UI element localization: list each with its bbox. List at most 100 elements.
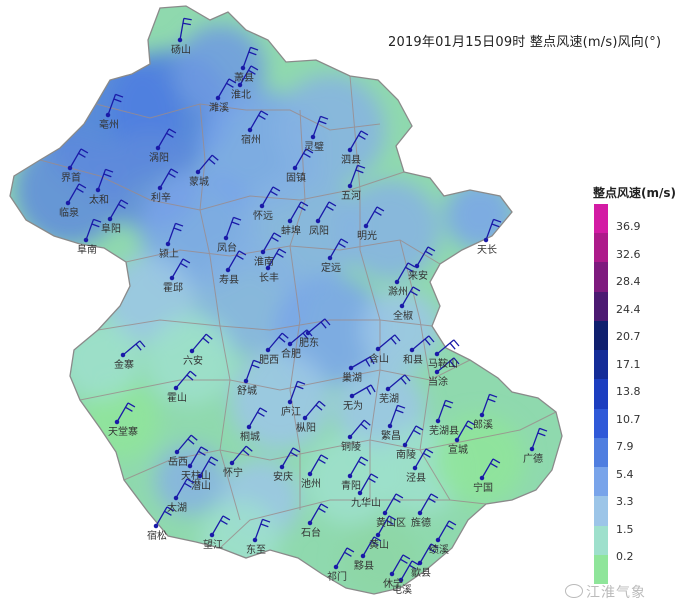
station-dot: [237, 82, 243, 88]
wind-barb: [437, 399, 454, 422]
station-label: 岳西: [168, 456, 188, 468]
station-label: 屯溪: [392, 583, 412, 596]
station-label: 南陵: [396, 448, 416, 461]
station-label: 濉溪: [209, 101, 229, 114]
station-label: 太和: [89, 193, 109, 206]
wind-barb: [307, 318, 331, 334]
wind-barb: [481, 458, 501, 479]
wind-barb: [359, 473, 379, 494]
wind-barb: [349, 164, 366, 187]
wind-barb: [351, 384, 376, 397]
station-dot: [435, 537, 441, 543]
station-dot: [265, 347, 271, 353]
station-label: 淮北: [231, 89, 251, 101]
legend-segment: [594, 291, 608, 322]
station-dot: [389, 571, 395, 577]
legend-segment: [594, 554, 608, 585]
wind-barb: [349, 130, 369, 151]
wind-barb: [419, 493, 439, 514]
legend-label: 32.6: [616, 247, 641, 261]
station-label: 歙县: [411, 566, 431, 579]
station-label: 黄山区: [376, 516, 406, 529]
map-title: 2019年01月15日09时 整点风速(m/s)风向(°): [388, 35, 662, 50]
station-label: 泾县: [406, 471, 426, 484]
station-label: 太湖: [167, 501, 187, 514]
legend-segment: [594, 437, 608, 468]
station-label: 肥西: [259, 354, 279, 366]
station-dot: [409, 347, 415, 353]
wind-barb: [199, 456, 219, 477]
station-dot: [327, 255, 333, 261]
wind-barb: [294, 148, 314, 169]
wind-barb: [69, 148, 89, 169]
station-label: 潜山: [191, 479, 211, 492]
station-dot: [247, 127, 253, 133]
wind-barb: [107, 93, 124, 116]
station-dot: [243, 378, 249, 384]
station-dot: [246, 424, 252, 430]
station-dot: [479, 412, 485, 418]
wind-barb: [384, 493, 404, 514]
station-label: 怀宁: [223, 466, 243, 479]
station-label: 界首: [61, 171, 81, 184]
station-label: 望江: [203, 538, 223, 551]
station-label: 霍邱: [163, 281, 183, 294]
wind-speed-blob: [305, 435, 395, 525]
station-label: 全椒: [393, 309, 413, 322]
wind-barb: [159, 168, 179, 189]
legend-label: 24.4: [616, 302, 641, 316]
station-label: 无为: [343, 400, 363, 412]
wind-barb: [349, 456, 369, 477]
wind-barb: [109, 199, 129, 220]
station-dot: [479, 475, 485, 481]
wind-barb: [329, 238, 349, 259]
station-dot: [402, 442, 408, 448]
station-dot: [333, 564, 339, 570]
station-dot: [169, 275, 175, 281]
station-label: 宁国: [473, 481, 493, 494]
wind-barb: [391, 554, 411, 575]
legend-label: 28.4: [616, 275, 641, 288]
legend-segment: [594, 496, 608, 527]
legend-segment: [594, 350, 608, 380]
station-dot: [387, 423, 393, 429]
wind-barb: [456, 420, 476, 441]
station-dot: [153, 523, 159, 529]
station-label: 繁昌: [381, 429, 401, 442]
wind-barb: [335, 547, 355, 568]
station-label: 休宁: [383, 577, 403, 590]
station-label: 蒙城: [189, 175, 209, 188]
wind-barb: [227, 250, 247, 271]
station-label: 金寨: [114, 358, 134, 371]
station-label: 马鞍山: [428, 357, 458, 370]
station-label: 蚌埠: [281, 224, 301, 237]
wind-barb: [261, 186, 281, 207]
wind-barb: [116, 402, 136, 423]
station-dot: [435, 418, 441, 424]
city-boundaries: [39, 75, 557, 549]
station-dot: [454, 437, 460, 443]
legend-segment: [594, 262, 608, 293]
wind-barb: [176, 434, 198, 453]
station-label: 砀山: [171, 44, 191, 56]
wind-barb: [362, 536, 382, 557]
legend-label: 10.7: [616, 412, 641, 426]
station-label: 广德: [523, 452, 543, 465]
wind-barb: [167, 222, 184, 245]
wind-barb: [179, 17, 192, 41]
station-label: 芜湖: [379, 392, 399, 405]
wind-barb: [396, 262, 416, 283]
station-dot: [307, 471, 313, 477]
wind-barb: [175, 370, 197, 389]
wind-barb: [309, 503, 329, 524]
station-dot: [65, 200, 71, 206]
station-label: 萧县: [234, 72, 254, 84]
wind-barb: [231, 445, 253, 464]
station-label: 祁门: [327, 570, 347, 583]
wind-barbs: [65, 17, 548, 583]
wind-barb: [262, 232, 282, 253]
station-dot: [105, 112, 111, 118]
wind-barb: [411, 335, 435, 351]
legend-label: 13.8: [616, 385, 641, 398]
